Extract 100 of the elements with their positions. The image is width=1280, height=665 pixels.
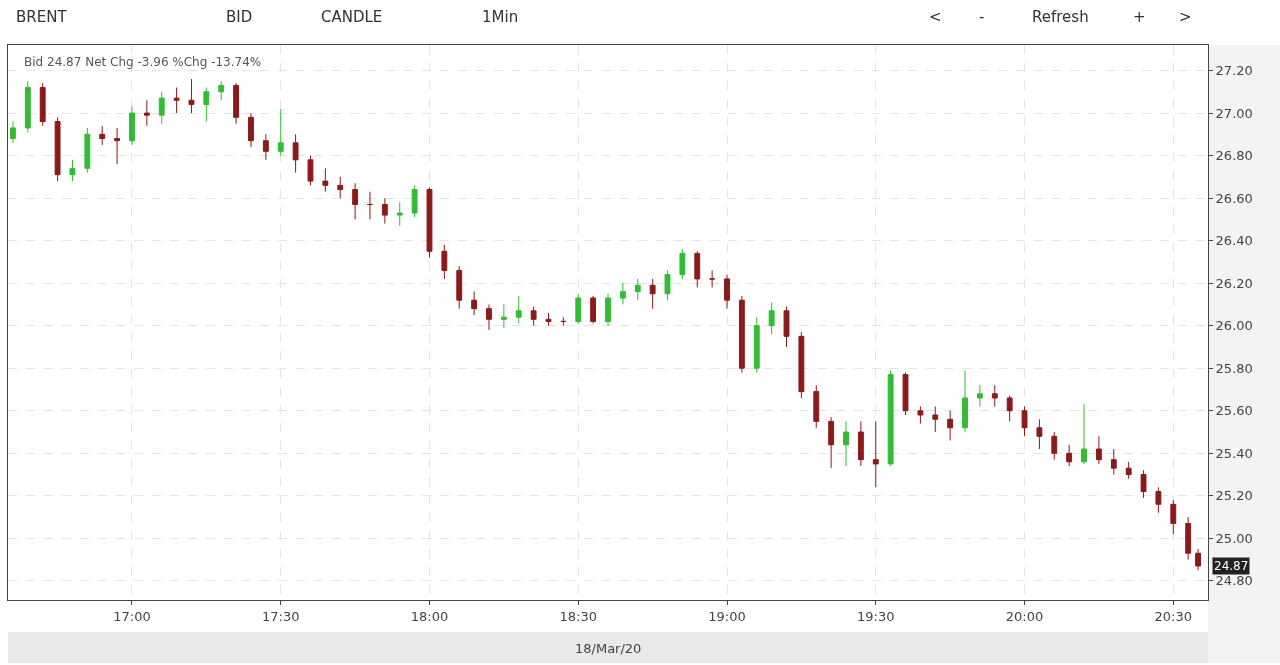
candlestick [515, 295, 522, 325]
candlestick [486, 303, 492, 331]
y-tick-label: 26.60 [1215, 190, 1253, 206]
candlestick [39, 82, 46, 127]
candlestick [619, 282, 626, 305]
candlestick [887, 369, 894, 467]
x-tick-label: 19:30 [857, 608, 895, 624]
text: Bid 24.87 Net Chg -3.96 %Chg -13.74% [24, 55, 262, 69]
x-tick-label: 17:30 [262, 608, 300, 624]
candlestick [262, 133, 269, 161]
y-tick-label: 25.60 [1215, 403, 1253, 419]
candlestick [857, 420, 864, 467]
candlestick [292, 133, 299, 174]
candlestick [411, 184, 418, 218]
candlestick [664, 269, 671, 301]
candlestick [471, 291, 478, 316]
candlestick [173, 87, 180, 114]
candlestick [69, 159, 76, 182]
candlestick [828, 416, 835, 469]
candlestick [545, 312, 552, 327]
candlestick [203, 87, 210, 123]
candlestick [605, 293, 611, 327]
candlestick [1081, 403, 1087, 465]
candlestick [575, 293, 582, 325]
y-tick-label: 26.00 [1215, 318, 1253, 334]
candlestick [843, 420, 849, 467]
candlestick [367, 191, 373, 220]
x-tick-label: 19:00 [708, 608, 746, 624]
candlestick [1021, 405, 1028, 437]
candlestick [352, 182, 359, 220]
candlestick [560, 316, 567, 327]
candlestick [694, 250, 701, 288]
text: 24.87 [1214, 559, 1249, 573]
candlestick [129, 106, 135, 146]
candlestick [649, 278, 656, 310]
candlestick [783, 306, 790, 348]
candlestick [441, 244, 448, 280]
candlestick [798, 331, 805, 399]
candlestick [1110, 448, 1117, 476]
y-tick-label: 25.20 [1215, 488, 1253, 504]
candlestick [917, 405, 924, 425]
x-tick-label: 17:00 [113, 608, 151, 624]
y-tick-label: 27.00 [1215, 105, 1253, 121]
candlestick [99, 125, 106, 146]
text: + [1133, 8, 1146, 26]
candlestick [947, 410, 954, 442]
y-tick-label: 24.80 [1215, 573, 1253, 589]
candlestick [738, 295, 745, 373]
text: Refresh [1032, 8, 1089, 26]
candlestick [902, 371, 909, 416]
candlestick [10, 121, 16, 144]
candlestick [218, 80, 225, 101]
text: > [1179, 8, 1192, 26]
candlestick [1155, 486, 1162, 514]
candlestick [1051, 431, 1058, 461]
candlestick [426, 186, 433, 259]
text: CANDLE [321, 8, 383, 26]
candlestick [337, 176, 344, 199]
candlestick [530, 306, 537, 327]
candlestick [396, 201, 403, 227]
candlestick [114, 127, 121, 165]
candlestick [962, 369, 968, 433]
candlestick [54, 116, 61, 182]
text: 1Min [482, 8, 519, 26]
candlestick [1006, 395, 1013, 422]
candlestick [932, 405, 939, 433]
candlestick [84, 127, 91, 174]
candlestick [872, 420, 879, 488]
x-tick-label: 20:00 [1005, 608, 1044, 624]
candlestick [456, 265, 463, 310]
candlestick [991, 384, 998, 407]
candlestick [976, 384, 983, 407]
candlestick [1170, 499, 1177, 535]
text: BRENT [16, 8, 68, 26]
candlestick [248, 112, 254, 148]
candlestick [381, 197, 388, 225]
candlestick [233, 82, 240, 125]
candlestick [188, 78, 195, 114]
x-tick-label: 18:30 [559, 608, 597, 624]
candlestick [813, 384, 820, 429]
x-tick-label: 18:00 [410, 608, 449, 624]
y-tick-label: 25.00 [1215, 530, 1253, 546]
candlestick [634, 278, 641, 301]
candlestick [500, 303, 507, 329]
candlestick [322, 167, 329, 193]
y-tick-label: 26.20 [1215, 275, 1253, 291]
y-tick-label: 25.80 [1215, 360, 1253, 376]
candlestick [1185, 516, 1192, 561]
candlestick [590, 295, 597, 325]
y-tick-label: 25.40 [1215, 445, 1253, 461]
text: < [929, 8, 942, 26]
candlestick [1140, 469, 1147, 499]
candlestick [753, 316, 760, 373]
candlestick [1095, 435, 1102, 465]
text: - [979, 8, 985, 26]
candlestick [724, 274, 730, 310]
candlestick [307, 155, 314, 186]
candlestick [768, 301, 775, 335]
candlestick [709, 269, 716, 288]
y-tick-label: 27.20 [1215, 63, 1253, 79]
